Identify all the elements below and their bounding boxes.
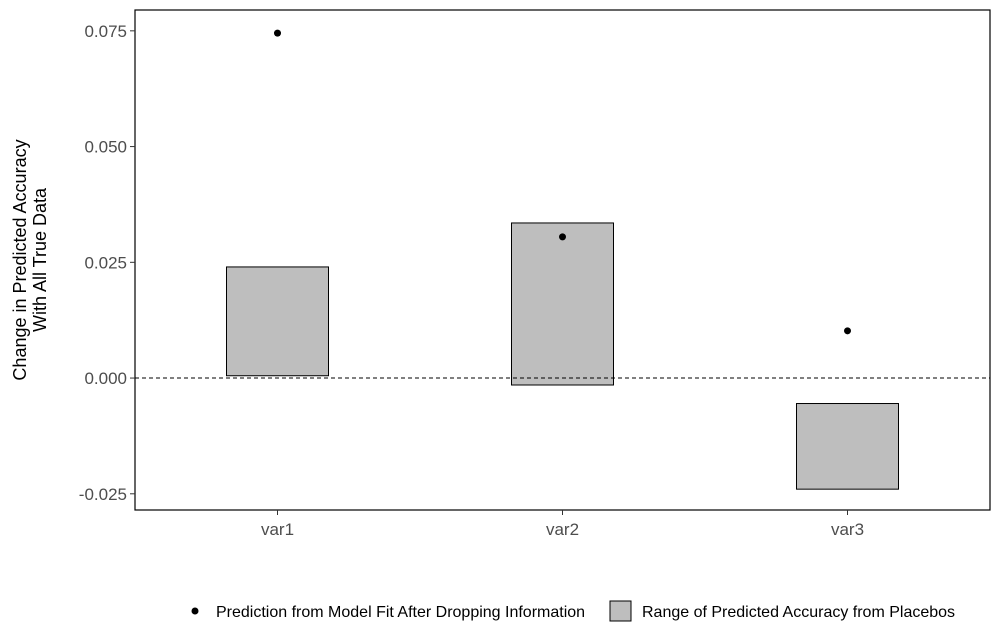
range-boxes [226, 222, 899, 490]
prediction-points [274, 29, 851, 335]
x-tick-label: var2 [546, 520, 579, 539]
legend: Prediction from Model Fit After Dropping… [191, 600, 955, 622]
y-axis: -0.025 0.000 0.025 0.050 0.075 [79, 22, 135, 504]
legend-point-key [191, 607, 199, 615]
y-tick-label: -0.025 [79, 485, 127, 504]
legend-point-label: Prediction from Model Fit After Dropping… [216, 604, 585, 621]
y-axis-label: Change in Predicted Accuracy [10, 139, 30, 380]
y-tick-label: 0.075 [84, 22, 127, 41]
range-box-var2 [511, 222, 614, 386]
x-axis: var1 var2 var3 [261, 510, 864, 539]
legend-box-label: Range of Predicted Accuracy from Placebo… [642, 604, 955, 621]
y-tick-label: 0.050 [84, 138, 127, 157]
prediction-point-var3 [844, 327, 851, 335]
prediction-point-var1 [274, 29, 281, 37]
x-tick-label: var1 [261, 520, 294, 539]
y-tick-label: 0.025 [84, 253, 127, 272]
prediction-point-var2 [559, 233, 566, 241]
legend-box-key [609, 600, 632, 622]
x-tick-label: var3 [831, 520, 864, 539]
y-axis-label-line2: With All True Data [30, 187, 50, 332]
y-tick-label: 0.000 [84, 369, 127, 388]
range-box-var1 [226, 266, 329, 377]
range-box-var3 [796, 403, 899, 490]
